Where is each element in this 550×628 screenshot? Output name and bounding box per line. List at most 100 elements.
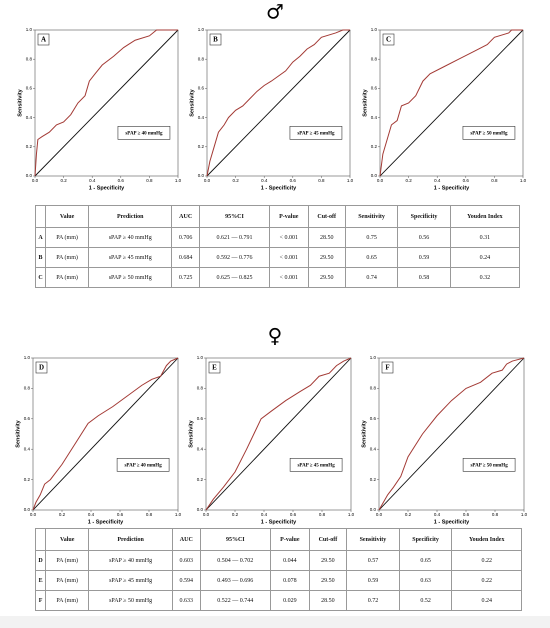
- y-tick-label: 0.4: [24, 446, 31, 451]
- x-tick-label: 0.4: [261, 178, 268, 183]
- reference-diagonal: [379, 29, 524, 177]
- table-cell: 0.493 — 0.696: [199, 570, 271, 591]
- table-cell: < 0.001: [269, 267, 309, 288]
- header-cell: Sensitivity: [346, 528, 400, 551]
- x-tick-label: 0.4: [88, 512, 95, 517]
- header-cell: Prediction: [88, 528, 173, 551]
- panel-label-box: [208, 361, 221, 374]
- x-tick-label: 0.4: [261, 512, 268, 517]
- sex-symbol: ♂: [266, 0, 284, 24]
- roc-chart: 0.0 0.2 0.4 0.6 0.8 1.0 0.0 0.2 0.4 0.6 0.8 1.0 1 - …: [362, 27, 526, 191]
- table-cell: 0.603: [171, 550, 201, 571]
- roc-curve: [206, 29, 350, 177]
- annotation-box: [117, 126, 171, 140]
- y-tick-label: 0.4: [370, 446, 377, 451]
- roc-chart: 0.0 0.2 0.4 0.6 0.8 1.0 0.0 0.2 0.4 0.6 0.8 1.0 1 - …: [17, 27, 181, 191]
- table-cell: 0.32: [449, 267, 521, 288]
- header-row: Value Prediction AUC 95%CI P-value Cut-off Sen…: [34, 528, 522, 551]
- x-tick-label: 0.6: [118, 178, 125, 183]
- table-cell: 29.50: [308, 570, 348, 591]
- x-tick-label: 0.2: [232, 512, 239, 517]
- y-tick-label: 0.0: [370, 507, 377, 512]
- table-cell: 0.72: [346, 590, 400, 611]
- y-tick-label: 1.0: [371, 27, 378, 32]
- header-cell: P-value: [269, 205, 309, 228]
- table-cell: 0.57: [346, 550, 400, 571]
- table-cell: 0.594: [171, 570, 201, 591]
- table-cell: 0.59: [397, 247, 451, 268]
- y-axis-label: Sensitivity: [189, 88, 195, 116]
- y-tick-label: 0.6: [26, 86, 33, 91]
- x-tick-label: 1.0: [520, 178, 527, 183]
- table-cell: < 0.001: [269, 247, 309, 268]
- x-tick-label: 0.6: [290, 178, 297, 183]
- x-tick-label: 0.2: [232, 178, 239, 183]
- y-tick-label: 0.6: [371, 86, 378, 91]
- annotation: sPAP ≥ 45 mmHg: [297, 462, 335, 468]
- table-cell: PA (mm): [45, 267, 89, 288]
- table-cell: sPAP ≥ 40 mmHg: [88, 550, 173, 571]
- y-tick-label: 0.8: [197, 386, 204, 391]
- annotation: sPAP ≥ 40 mmHg: [125, 130, 163, 136]
- y-axis-label: Sensitivity: [362, 88, 368, 116]
- x-tick-label: 0.6: [463, 512, 470, 517]
- footer-band: [0, 616, 550, 628]
- table-cell: 28.50: [308, 590, 348, 611]
- table-cell: PA (mm): [45, 247, 89, 268]
- row-label: A: [34, 227, 47, 248]
- header-cell: Youden Index: [451, 528, 522, 551]
- y-tick-label: 1.0: [26, 27, 33, 32]
- row-label: F: [34, 590, 47, 611]
- table-cell: 0.31: [449, 227, 521, 248]
- panel-label: C: [386, 36, 391, 44]
- roc-curve: [205, 357, 352, 511]
- y-tick-label: 0.2: [370, 477, 377, 482]
- table-cell: 0.684: [171, 247, 200, 268]
- table-cell: 0.706: [171, 227, 200, 248]
- y-tick-label: 0.8: [371, 56, 378, 61]
- y-tick-label: 0.6: [24, 416, 31, 421]
- table-cell: 28.50: [307, 227, 346, 248]
- y-tick-label: 0.4: [26, 115, 33, 120]
- reference-diagonal: [32, 357, 179, 511]
- table-cell: 29.50: [307, 267, 346, 288]
- table-cell: 29.50: [308, 550, 348, 571]
- table-cell: 0.22: [451, 550, 522, 571]
- y-tick-label: 1.0: [197, 355, 204, 360]
- table-cell: < 0.001: [269, 227, 309, 248]
- panel-label: F: [385, 364, 389, 372]
- header-cell: Specificity: [397, 205, 451, 228]
- roc-chart: 0.0 0.2 0.4 0.6 0.8 1.0 0.0 0.2 0.4 0.6 0.8 1.0 1 - …: [361, 355, 527, 525]
- x-axis-label: 1 - Specificity: [434, 185, 470, 191]
- x-tick-label: 0.8: [146, 512, 153, 517]
- y-tick-label: 0.6: [198, 86, 205, 91]
- x-tick-label: 0.6: [117, 512, 124, 517]
- table-cell: 0.044: [269, 550, 310, 571]
- header-cell: Specificity: [398, 528, 453, 551]
- y-tick-label: 1.0: [198, 27, 205, 32]
- x-tick-label: 0.0: [204, 178, 211, 183]
- y-tick-label: 0.8: [198, 56, 205, 61]
- table-row: A PA (mm) sPAP ≥ 40 mmHg 0.706 0.621 — 0.791…: [34, 227, 521, 248]
- annotation-box: [289, 126, 343, 140]
- table-cell: 0.725: [171, 267, 200, 288]
- panel-label-box: [209, 33, 222, 46]
- table-cell: 0.59: [346, 570, 400, 591]
- header-cell: 95%CI: [199, 528, 271, 551]
- table-row: F PA (mm) sPAP ≥ 50 mmHg 0.633 0.522 — 0.744…: [34, 590, 522, 611]
- x-tick-label: 0.2: [59, 512, 66, 517]
- y-axis-label: Sensitivity: [361, 419, 367, 447]
- y-axis-label: Sensitivity: [188, 419, 194, 447]
- header-cell-blank: [34, 528, 47, 551]
- header-cell: Sensitivity: [344, 205, 399, 228]
- x-tick-label: 0.0: [203, 512, 210, 517]
- roc-chart: 0.0 0.2 0.4 0.6 0.8 1.0 0.0 0.2 0.4 0.6 0.8 1.0 1 - …: [15, 355, 181, 525]
- y-tick-label: 0.0: [371, 173, 378, 178]
- table-cell: 0.24: [451, 590, 522, 611]
- table-row: E PA (mm) sPAP ≥ 45 mmHg 0.594 0.493 — 0.696…: [34, 570, 522, 591]
- x-tick-label: 0.4: [434, 512, 441, 517]
- x-axis-label: 1 - Specificity: [261, 185, 297, 191]
- x-tick-label: 0.8: [146, 178, 153, 183]
- header-cell: Cut-off: [307, 205, 346, 228]
